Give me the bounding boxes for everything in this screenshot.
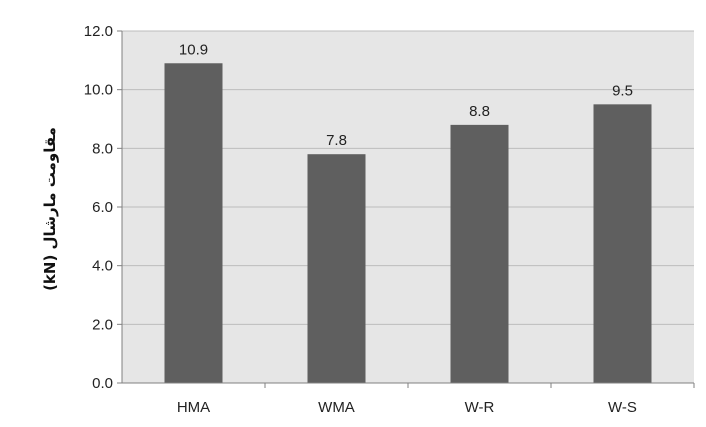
x-tick-label: WMA [318, 399, 355, 416]
y-axis-label: مقاومت مارشال (kN) [41, 127, 59, 291]
y-tick-label: 6.0 [92, 199, 113, 216]
data-label: 7.8 [326, 132, 347, 149]
y-tick-label: 2.0 [92, 316, 113, 333]
data-label: 8.8 [469, 103, 490, 120]
data-label: 9.5 [612, 82, 633, 99]
bar-wma [307, 154, 366, 383]
y-tick-label: 4.0 [92, 258, 113, 275]
bar-w-r [450, 124, 509, 383]
data-label: 10.9 [179, 41, 208, 58]
y-tick-label: 10.0 [84, 82, 113, 99]
y-tick-label: 8.0 [92, 140, 113, 157]
x-tick-label: HMA [177, 399, 210, 416]
y-tick-label: 0.0 [92, 375, 113, 392]
y-tick-label: 12.0 [84, 23, 113, 40]
bar-w-s [593, 104, 652, 383]
bar-hma [164, 63, 223, 384]
x-tick-label: W-R [465, 399, 495, 416]
x-tick-label: W-S [608, 399, 637, 416]
